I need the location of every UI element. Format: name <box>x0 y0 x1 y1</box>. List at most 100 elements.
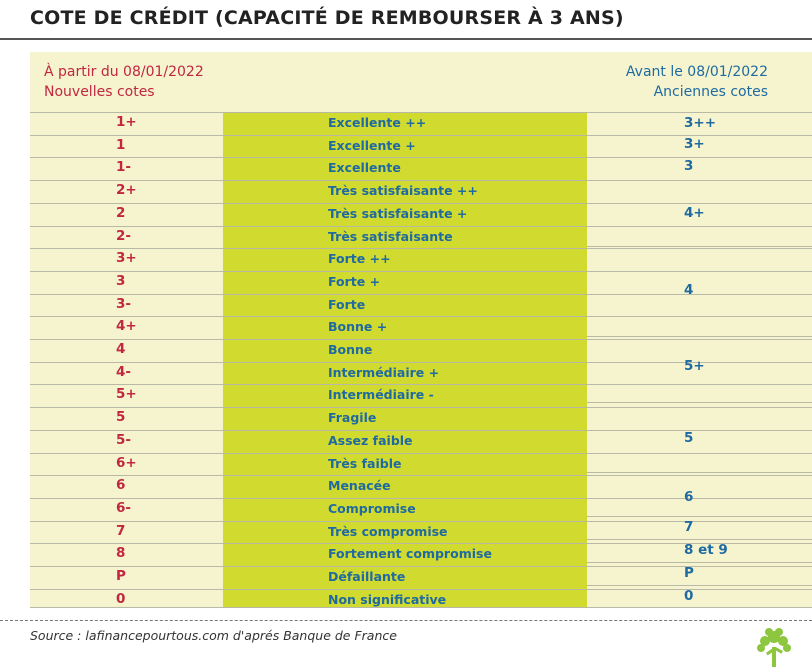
rating-description: Fragile <box>328 410 377 426</box>
table-row: 5+ Intermédiaire - <box>30 384 812 407</box>
group-separator <box>587 402 812 403</box>
new-ratings-label: Nouvelles cotes <box>44 84 155 100</box>
old-rating: 7 <box>684 519 694 535</box>
title-divider <box>0 38 812 40</box>
rating-description: Non significative <box>328 591 447 607</box>
rating-description: Intermédiaire - <box>328 387 434 403</box>
rating-description: Très satisfaisante ++ <box>328 183 478 199</box>
old-rating: 3+ <box>684 136 705 152</box>
old-rating: 4+ <box>684 205 705 221</box>
group-separator <box>587 246 812 247</box>
old-rating: 3 <box>684 158 694 174</box>
new-rating: 4 <box>116 341 126 357</box>
rating-description: Forte ++ <box>328 251 391 267</box>
new-rating: 3 <box>116 272 126 289</box>
old-ratings-date: Avant le 08/01/2022 <box>625 64 768 80</box>
new-ratings-header: À partir du 08/01/2022 Nouvelles cotes <box>44 62 204 102</box>
group-separator <box>587 562 812 563</box>
rating-description: Excellente ++ <box>328 115 427 130</box>
rating-description: Forte <box>328 296 366 312</box>
old-ratings-label: Anciennes cotes <box>653 84 768 100</box>
table-row: 5 Fragile <box>30 407 812 430</box>
new-rating: 2 <box>116 204 126 221</box>
table-row: 2- Très satisfaisante <box>30 225 812 249</box>
rating-description: Bonne + <box>328 319 388 335</box>
rating-description: Assez faible <box>328 432 413 448</box>
table-row: 2+ Très satisfaisante ++ <box>30 180 812 203</box>
rating-description: Fortement compromise <box>328 546 492 562</box>
table-row: 1+ Excellente ++ <box>30 112 812 135</box>
table-row: 8 Fortement compromise <box>30 543 812 566</box>
rating-description: Très satisfaisante + <box>328 205 468 221</box>
table-row: 6- Compromise <box>30 497 812 521</box>
new-rating: 1+ <box>116 114 137 130</box>
new-rating: 5+ <box>116 386 137 403</box>
tree-icon <box>757 628 791 667</box>
description-column <box>223 112 587 607</box>
new-rating: 1 <box>116 136 126 153</box>
table-row: 3+ Forte ++ <box>30 248 812 271</box>
new-rating: 1- <box>116 159 131 176</box>
table-row: 6 Menacée <box>30 475 812 498</box>
table-row: 2 Très satisfaisante + <box>30 202 812 226</box>
old-rating: 6 <box>684 489 694 505</box>
table-row: 4- Intermédiaire + <box>30 361 812 385</box>
rating-description: Bonne <box>328 342 373 357</box>
old-rating: 5 <box>684 430 694 446</box>
rating-description: Menacée <box>328 478 391 494</box>
new-rating: 2+ <box>116 182 137 199</box>
group-separator <box>587 472 812 473</box>
table-row: 1 Excellente + <box>30 134 812 158</box>
rating-description: Compromise <box>328 500 416 516</box>
table-row: 5- Assez faible <box>30 429 812 453</box>
new-rating: 0 <box>116 590 126 607</box>
new-ratings-date: À partir du 08/01/2022 <box>44 64 204 80</box>
rating-description: Très satisfaisante <box>328 228 453 244</box>
source-note: Source : lafinancepourtous.com d'aprés B… <box>30 628 397 643</box>
table-row: P Défaillante <box>30 566 812 589</box>
old-rating: 8 et 9 <box>684 542 728 558</box>
new-rating: 7 <box>116 522 126 539</box>
new-rating: 6- <box>116 499 131 516</box>
table-row: 4 Bonne <box>30 339 812 362</box>
page-title: COTE DE CRÉDIT (CAPACITÉ DE REMBOURSER À… <box>30 7 624 29</box>
footer-dotted-divider <box>0 620 812 621</box>
new-rating: 5 <box>116 409 126 426</box>
rating-description: Excellente + <box>328 137 416 153</box>
old-rating: P <box>684 565 694 581</box>
new-rating: 2- <box>116 227 131 244</box>
group-separator <box>587 516 812 517</box>
table-row: 6+ Très faible <box>30 452 812 476</box>
new-rating: 3+ <box>116 250 137 267</box>
new-rating: 6+ <box>116 454 137 471</box>
table-row: 0 Non significative <box>30 588 812 612</box>
group-separator <box>587 180 812 181</box>
old-rating: 4 <box>684 282 694 298</box>
new-rating: 8 <box>116 545 126 562</box>
old-ratings-header: Avant le 08/01/2022 Anciennes cotes <box>626 62 768 102</box>
table-row: 4+ Bonne + <box>30 316 812 339</box>
new-rating: 5- <box>116 431 131 448</box>
new-rating: 4+ <box>116 318 137 335</box>
rating-description: Excellente <box>328 160 401 176</box>
old-rating: 5+ <box>684 358 705 374</box>
old-rating: 0 <box>684 588 694 604</box>
rating-description: Défaillante <box>328 569 406 584</box>
table-row: 7 Très compromise <box>30 520 812 544</box>
rating-description: Intermédiaire + <box>328 364 440 380</box>
table-row: 3 Forte + <box>30 270 812 294</box>
rating-description: Forte + <box>328 273 381 289</box>
table-row: 3- Forte <box>30 293 812 317</box>
new-rating: 4- <box>116 363 131 380</box>
table-row: 1- Excellente <box>30 157 812 180</box>
table-bottom-rule <box>30 607 812 608</box>
new-rating: P <box>116 568 126 584</box>
group-separator <box>587 336 812 337</box>
rating-description: Très compromise <box>328 523 448 539</box>
rating-description: Très faible <box>328 455 402 471</box>
old-rating: 3++ <box>684 115 717 131</box>
group-separator <box>587 539 812 540</box>
new-rating: 3- <box>116 295 131 312</box>
new-rating: 6 <box>116 477 126 494</box>
group-separator <box>587 585 812 586</box>
